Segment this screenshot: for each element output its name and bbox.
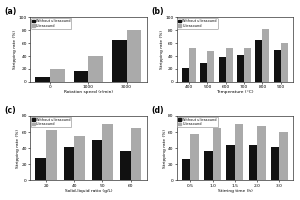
Bar	[112, 40, 127, 82]
Bar	[281, 43, 288, 82]
Y-axis label: Stripping rate (%): Stripping rate (%)	[14, 30, 17, 69]
Bar	[64, 147, 74, 180]
Bar	[235, 124, 243, 180]
Text: (a): (a)	[4, 7, 17, 16]
Bar	[226, 145, 235, 180]
Y-axis label: Stripping rate (%): Stripping rate (%)	[160, 30, 164, 69]
Legend: Without ultrasound, Ultrasound: Without ultrasound, Ultrasound	[177, 117, 218, 127]
Bar	[127, 30, 141, 82]
Y-axis label: Stripping rate (%): Stripping rate (%)	[16, 129, 20, 168]
Bar	[207, 51, 214, 82]
X-axis label: Temperature (°C): Temperature (°C)	[216, 90, 254, 94]
Bar	[92, 140, 102, 180]
Bar	[50, 69, 64, 82]
Y-axis label: Stripping rate (%): Stripping rate (%)	[163, 129, 167, 168]
Bar	[182, 68, 189, 82]
Bar	[182, 159, 190, 180]
X-axis label: Stirring time (h): Stirring time (h)	[218, 189, 252, 193]
Bar	[130, 128, 141, 180]
X-axis label: Solid-liquid ratio (g/L): Solid-liquid ratio (g/L)	[64, 189, 112, 193]
Bar	[262, 29, 269, 82]
Bar	[35, 158, 46, 180]
Bar	[189, 48, 196, 82]
Legend: Without ultrasound, Ultrasound: Without ultrasound, Ultrasound	[177, 18, 218, 29]
Bar	[256, 40, 262, 82]
Bar	[249, 145, 257, 180]
Bar	[274, 50, 281, 82]
Bar	[271, 147, 279, 180]
Text: (b): (b)	[151, 7, 164, 16]
Bar	[237, 55, 244, 82]
Bar	[226, 48, 233, 82]
Bar	[35, 77, 50, 82]
Bar	[88, 56, 103, 82]
Bar	[74, 71, 88, 82]
Bar	[219, 57, 226, 82]
Text: (c): (c)	[4, 106, 16, 115]
Bar	[200, 63, 207, 82]
Legend: Without ultrasound, Ultrasound: Without ultrasound, Ultrasound	[31, 18, 71, 29]
Bar	[204, 151, 213, 180]
X-axis label: Rotation speed (r/min): Rotation speed (r/min)	[64, 90, 113, 94]
Bar	[74, 136, 85, 180]
Bar	[120, 151, 130, 180]
Bar	[46, 130, 57, 180]
Text: (d): (d)	[151, 106, 164, 115]
Legend: Without ultrasound, Ultrasound: Without ultrasound, Ultrasound	[31, 117, 71, 127]
Bar	[279, 132, 288, 180]
Bar	[190, 134, 199, 180]
Bar	[102, 124, 113, 180]
Bar	[244, 48, 251, 82]
Bar	[257, 126, 266, 180]
Bar	[213, 128, 221, 180]
